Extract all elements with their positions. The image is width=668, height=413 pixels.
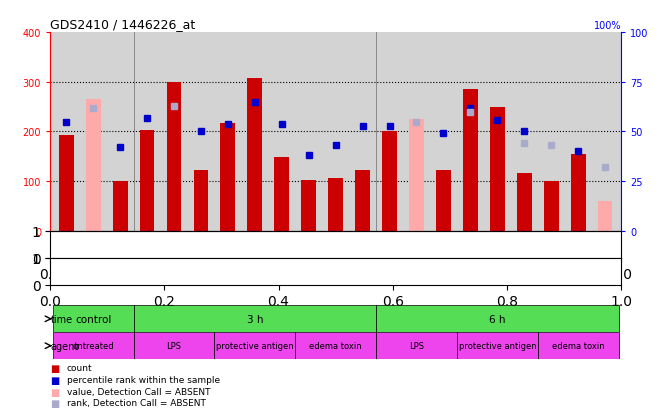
Bar [140,131,154,231]
Bar [53,306,134,332]
Bar [134,306,376,332]
Text: 100%: 100% [594,21,621,31]
Bar [382,132,397,231]
Bar [194,170,208,231]
Bar [538,332,619,359]
Bar [214,332,295,359]
Bar [275,158,289,231]
Text: time: time [50,314,73,324]
Bar [376,306,619,332]
Bar [436,170,451,231]
Text: value, Detection Call = ABSENT: value, Detection Call = ABSENT [67,387,210,396]
Text: count: count [67,363,92,373]
Bar [409,170,424,231]
Bar [53,332,134,359]
Text: 3 h: 3 h [246,314,263,324]
Bar [463,90,478,231]
Text: protective antigen: protective antigen [458,342,536,350]
Bar [247,78,263,231]
Bar [376,332,457,359]
Text: agent: agent [50,341,79,351]
Text: GDS2410 / 1446226_at: GDS2410 / 1446226_at [50,17,195,31]
Bar [295,332,376,359]
Bar [301,181,316,231]
Bar [490,107,505,231]
Bar [409,120,424,231]
Text: ■: ■ [50,387,59,396]
Bar [113,182,128,231]
Bar [86,100,101,231]
Bar [134,332,214,359]
Text: LPS: LPS [409,342,424,350]
Text: edema toxin: edema toxin [309,342,362,350]
Bar [544,181,558,231]
Text: ■: ■ [50,363,59,373]
Text: untreated: untreated [72,342,114,350]
Bar [457,332,538,359]
Bar [598,202,613,231]
Bar [59,136,73,231]
Bar [570,154,586,231]
Text: protective antigen: protective antigen [216,342,294,350]
Bar [166,83,182,231]
Text: LPS: LPS [166,342,182,350]
Bar [355,170,370,231]
Text: control: control [75,314,112,324]
Text: ■: ■ [50,398,59,408]
Text: rank, Detection Call = ABSENT: rank, Detection Call = ABSENT [67,398,206,407]
Bar [220,123,235,231]
Bar [328,178,343,231]
Text: ■: ■ [50,375,59,385]
Text: 6 h: 6 h [489,314,506,324]
Text: percentile rank within the sample: percentile rank within the sample [67,375,220,384]
Text: edema toxin: edema toxin [552,342,605,350]
Bar [517,173,532,231]
